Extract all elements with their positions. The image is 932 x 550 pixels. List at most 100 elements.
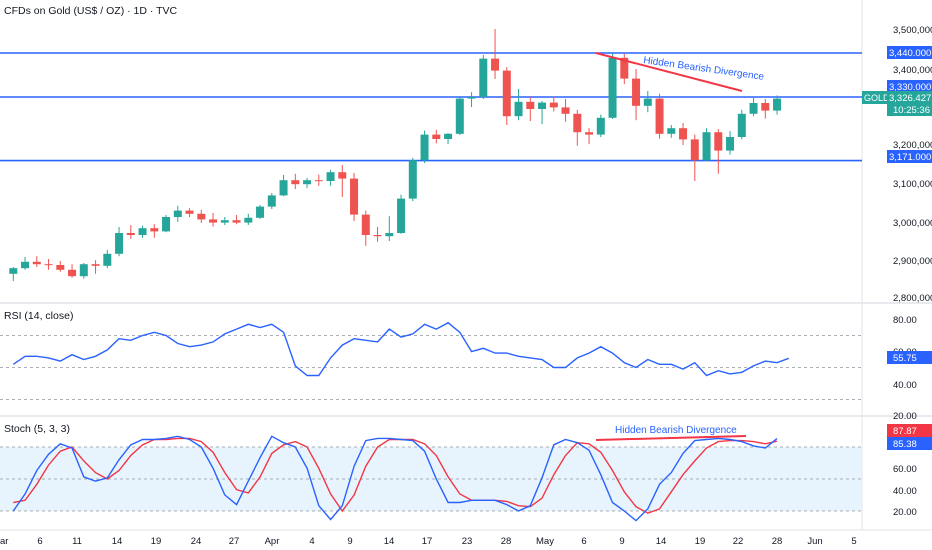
symbol-header: CFDs on Gold (US$ / OZ) · 1D · TVC <box>4 5 178 17</box>
price-tick-3500: 3,500,000 <box>893 25 932 36</box>
candle-body <box>232 220 241 223</box>
time-axis-label: 22 <box>733 536 744 547</box>
candle <box>173 205 182 222</box>
candle <box>56 261 65 272</box>
candle <box>350 173 359 221</box>
candle <box>32 256 41 267</box>
candle-body <box>9 268 18 274</box>
candle-body <box>103 253 112 266</box>
stoch-panel[interactable]: Stoch (5, 3, 3) Hidden Bearish Divergenc… <box>0 423 932 522</box>
candle <box>244 213 253 225</box>
time-axis-label: Apr <box>265 536 280 547</box>
candle-body <box>138 228 147 235</box>
candle-body <box>267 195 276 207</box>
candle-body <box>256 206 265 218</box>
candle-body <box>220 220 229 223</box>
price-tick-3000: 3,000,000 <box>893 218 932 229</box>
time-axis-label: 23 <box>462 536 473 547</box>
stoch-divergence-line <box>595 435 747 441</box>
candle <box>385 216 394 241</box>
candle <box>643 91 652 113</box>
rsi-reference-lines <box>0 335 862 400</box>
candle <box>749 97 758 117</box>
candle <box>303 177 312 189</box>
time-axis-label: May <box>536 536 554 547</box>
time-axis-label: 24 <box>191 536 202 547</box>
candle <box>279 175 288 197</box>
candle <box>549 96 558 112</box>
candle-body <box>432 134 441 139</box>
candle <box>702 128 711 161</box>
price-scale[interactable]: 3,500,000 3,400,000 3,200,000 3,100,000 … <box>862 25 932 304</box>
price-tick-2900: 2,900,000 <box>893 256 932 267</box>
candle <box>126 225 135 239</box>
candle <box>561 99 570 122</box>
time-axis-label: 6 <box>581 536 586 547</box>
candle <box>538 101 547 125</box>
stoch-d-tag <box>887 437 932 450</box>
candle <box>455 96 464 135</box>
candle <box>197 209 206 223</box>
candle-body <box>115 233 124 254</box>
candle-body <box>420 134 429 161</box>
candle-body <box>185 210 194 214</box>
candle-body <box>773 98 782 111</box>
candle-body <box>643 98 652 106</box>
candle-body <box>749 103 758 114</box>
candle-body <box>690 139 699 161</box>
candle <box>338 165 347 197</box>
price-tick-3200: 3,200,000 <box>893 140 932 151</box>
candle <box>185 208 194 217</box>
candle <box>479 55 488 99</box>
rsi-tick-80: 80.00 <box>893 315 917 326</box>
candle-body <box>397 198 406 233</box>
candle <box>667 125 676 138</box>
candle-body <box>761 103 770 111</box>
candle-body <box>549 102 558 108</box>
candle-body <box>150 228 159 232</box>
candle-body <box>726 137 735 151</box>
price-panel[interactable]: Hidden Bearish Divergence <box>0 29 862 281</box>
candle <box>632 69 641 121</box>
time-axis-label: Jun <box>807 536 822 547</box>
candle-body <box>655 98 664 134</box>
candle <box>467 92 476 107</box>
candle <box>232 215 241 225</box>
candle <box>420 130 429 163</box>
candle-body <box>79 264 88 277</box>
candle <box>68 264 77 278</box>
candle <box>620 53 629 85</box>
rsi-tick-20: 20.00 <box>893 411 917 422</box>
level-tag-3440-text: 3,440.000 <box>889 48 931 59</box>
candle <box>397 194 406 234</box>
time-axis-label: 11 <box>72 536 82 547</box>
candle <box>690 134 699 181</box>
time-axis-label: 17 <box>422 536 433 547</box>
time-axis-label: 14 <box>384 536 395 547</box>
time-axis-label: 27 <box>229 536 240 547</box>
candle <box>514 89 523 121</box>
candle-body <box>385 233 394 237</box>
candle <box>44 259 53 270</box>
current-price-value: 3,326.427 <box>889 93 931 104</box>
candle-body <box>21 261 30 269</box>
rsi-tick-40: 40.00 <box>893 380 917 391</box>
candle-body <box>408 160 417 199</box>
candle <box>526 97 535 121</box>
rsi-title: RSI (14, close) <box>4 310 73 322</box>
stoch-tick-60: 60.00 <box>893 464 917 475</box>
rsi-line <box>12 321 790 377</box>
candle <box>679 123 688 145</box>
candle-body <box>491 58 500 71</box>
candle <box>444 133 453 145</box>
candle <box>326 169 335 186</box>
time-axis-label: 14 <box>656 536 667 547</box>
time-axis-label: 5 <box>851 536 856 547</box>
time-axis[interactable]: ar 6 11 14 19 24 27 Apr 4 9 14 17 23 28 May 6 9 14 19 22 28 J… <box>0 536 857 547</box>
time-axis-label: 14 <box>112 536 123 547</box>
time-axis-label: 28 <box>501 536 512 547</box>
candle <box>115 227 124 257</box>
candle <box>9 267 18 281</box>
rsi-panel[interactable]: RSI (14, close) 80.00 60.00 40.00 20.00 … <box>0 310 932 422</box>
